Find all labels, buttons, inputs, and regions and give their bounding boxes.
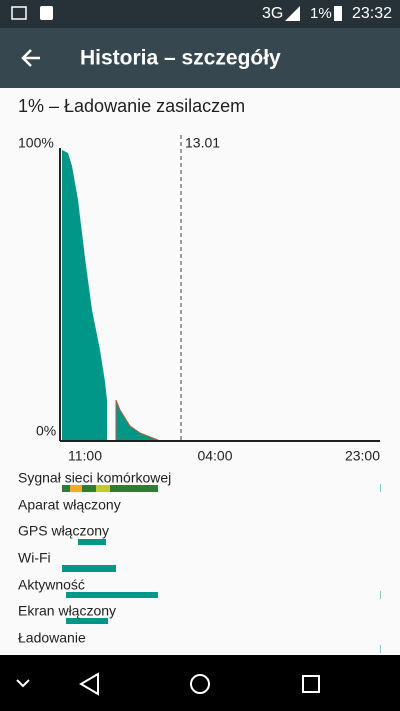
battery-area [62,150,107,440]
summary: 1% – Ładowanie zasilaczem [18,96,245,116]
status-bar [0,0,400,28]
row-label: GPS włączony [18,523,109,539]
clock: 23:32 [352,5,392,22]
battery-icon [334,6,342,21]
state-bar [66,618,108,624]
back-button[interactable] [21,49,40,67]
nav-recents[interactable] [302,675,320,693]
row-label: Ładowanie [18,630,86,646]
alert-icon [40,6,53,20]
row-label: Aparat włączony [18,497,121,513]
y-label: 100% [18,135,54,151]
state-rows: Sygnał sieci komórkowej Aparat włączony … [18,470,381,653]
nav-down[interactable] [16,679,30,688]
y-label: 0% [36,423,56,439]
row-label: Wi-Fi [18,550,51,566]
app-title: Historia – szczegóły [80,47,281,70]
network-type: 3G [262,5,283,22]
battery-level: 1% [310,5,332,22]
x-label: 11:00 [68,448,102,464]
nav-bar [0,655,400,711]
battery-graph: 100% 0% 13.01 11:00 04:00 23:00 [18,135,380,464]
battery-area [115,399,159,441]
state-bar [96,485,110,492]
app-bar [0,28,400,88]
row-label: Ekran włączony [18,603,116,619]
row-label: Aktywność [18,577,85,593]
state-bar [78,539,106,545]
image-icon [11,6,27,20]
nav-back[interactable] [79,672,99,696]
state-bar [70,485,82,492]
state-bar [66,592,158,598]
state-bar [380,591,381,599]
x-label: 04:00 [197,448,232,464]
state-bar [380,484,381,492]
x-label: 23:00 [345,448,380,464]
state-bar [62,565,116,572]
signal-icon [285,6,300,21]
nav-home[interactable] [190,674,210,694]
date-label: 13.01 [185,135,220,151]
state-bar [380,645,381,653]
row-label: Sygnał sieci komórkowej [18,470,171,486]
